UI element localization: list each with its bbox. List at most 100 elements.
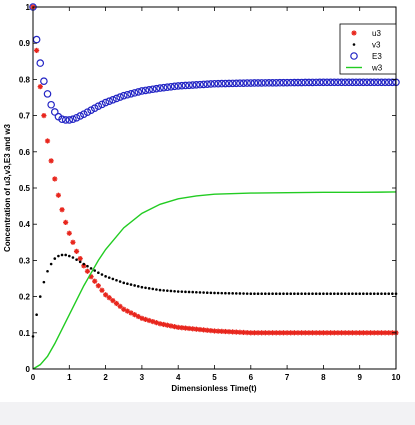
data-point-v3 [245,292,249,295]
data-point-E3 [50,108,59,116]
data-point-v3 [151,287,155,291]
data-point-v3 [60,253,64,257]
data-point-v3 [231,292,234,295]
legend-label-u3: u3 [372,29,381,38]
data-point-v3 [293,292,296,296]
data-point-E3 [159,83,168,92]
data-point-v3 [311,292,314,296]
data-point-E3 [337,78,346,87]
data-point-E3 [65,116,74,124]
data-point-v3 [351,292,354,296]
data-point-v3 [155,288,158,291]
legend-label-w3: w3 [371,64,383,73]
x-tick-label: 2 [103,373,108,382]
data-point-v3 [391,292,394,296]
y-tick-label: 0.6 [19,148,31,157]
data-point-E3 [152,84,161,93]
series-line-w3 [32,191,397,370]
data-point-v3 [332,292,336,296]
legend-label-v3: v3 [372,41,381,50]
data-point-u3 [117,303,123,309]
data-point-E3 [196,80,204,89]
data-point-E3 [279,78,288,87]
data-point-E3 [312,78,320,87]
data-point-v3 [369,292,372,296]
x-tick-label: 8 [321,373,326,382]
series-v3 [31,253,398,338]
data-point-v3 [289,292,293,296]
data-point-E3 [170,82,179,91]
data-point-u3 [73,248,80,254]
data-point-v3 [303,292,307,296]
data-point-E3 [127,90,135,98]
legend-swatch-E3 [350,52,358,60]
data-point-E3 [319,78,328,87]
data-point-v3 [147,287,151,290]
data-point-u3 [269,330,276,336]
data-point-E3 [72,113,81,122]
series-E3 [29,3,400,124]
legend: u3 v3 E3 w3 [339,23,397,75]
data-point-v3 [224,291,227,295]
data-point-E3 [138,87,146,95]
y-tick-label: 0.2 [19,293,31,302]
data-point-E3 [381,78,389,87]
data-point-v3 [64,253,67,257]
data-point-E3 [276,78,284,87]
data-point-v3 [53,257,57,260]
data-point-v3 [372,292,376,296]
data-point-E3 [355,78,364,87]
data-point-E3 [87,106,95,114]
y-tick-label: 0.1 [19,329,31,338]
x-tick-label: 1 [67,373,72,382]
data-point-u3 [219,328,225,334]
data-point-u3 [84,268,91,274]
data-point-v3 [107,276,111,279]
data-point-v3 [133,284,136,287]
data-point-v3 [358,292,362,296]
data-point-v3 [49,262,53,266]
x-tick-label: 5 [212,373,217,382]
data-point-v3 [129,283,133,286]
data-point-E3 [290,78,299,87]
data-point-v3 [93,269,97,272]
data-point-E3 [210,79,219,88]
data-point-v3 [111,277,115,281]
y-tick-label: 0.3 [19,256,31,265]
data-point-E3 [145,86,153,94]
data-point-E3 [261,79,270,87]
data-point-v3 [35,313,38,317]
data-point-v3 [100,273,104,276]
data-point-E3 [199,80,208,89]
data-point-u3 [273,330,279,336]
data-point-u3 [291,330,297,336]
data-point-v3 [140,285,144,289]
data-point-E3 [384,78,393,87]
data-point-v3 [71,256,75,259]
data-point-E3 [305,78,313,87]
data-point-E3 [217,79,226,88]
data-point-u3 [34,47,40,54]
data-point-v3 [75,258,78,261]
data-point-E3 [366,78,375,87]
data-point-u3 [142,316,149,323]
data-point-v3 [184,290,187,294]
data-point-u3 [44,138,51,144]
data-point-v3 [173,289,176,293]
legend-swatch-u3 [351,30,357,36]
data-point-E3 [141,86,150,95]
data-point-v3 [271,292,274,296]
data-point-E3 [272,78,281,87]
data-point-E3 [268,79,277,87]
data-point-v3 [296,292,300,296]
data-point-u3 [237,329,243,335]
data-point-E3 [36,59,45,67]
data-point-v3 [264,292,267,296]
data-point-u3 [63,219,69,225]
data-point-v3 [307,292,311,296]
data-point-u3 [70,239,76,245]
x-tick-label: 10 [392,373,401,382]
data-point-v3 [86,264,89,268]
data-point-u3 [244,330,250,336]
data-point-E3 [43,90,52,98]
